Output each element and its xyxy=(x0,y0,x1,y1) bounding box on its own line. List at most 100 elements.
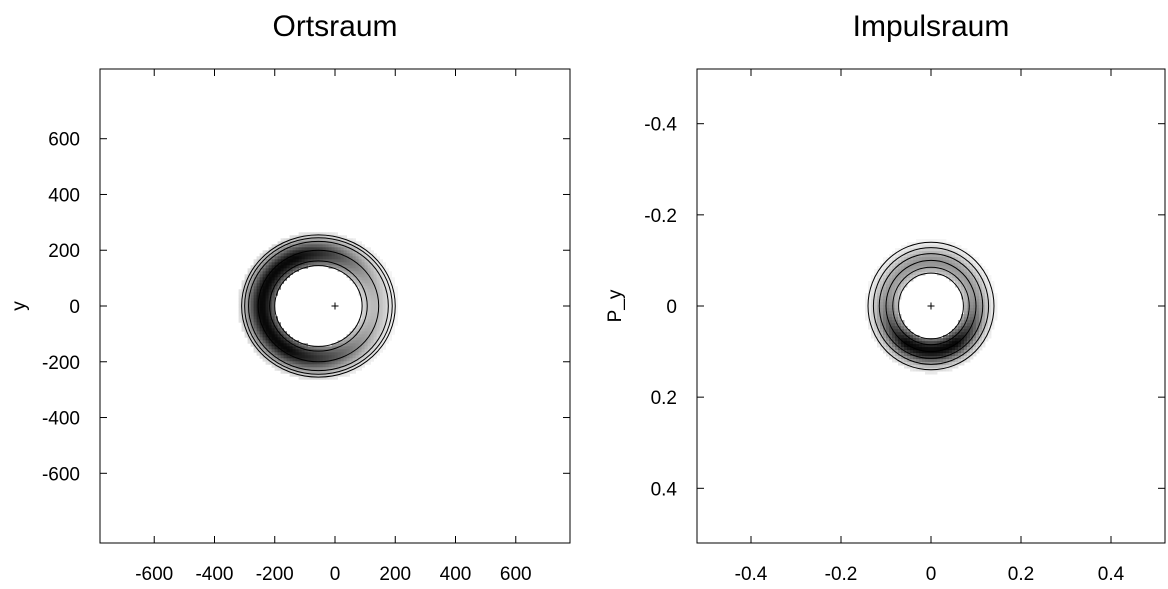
density-cell xyxy=(274,280,278,284)
density-cell xyxy=(349,340,353,344)
density-cell xyxy=(301,262,305,266)
density-cell xyxy=(934,242,938,246)
density-cell xyxy=(361,292,365,296)
density-cell xyxy=(286,259,290,263)
density-cell xyxy=(964,299,968,303)
density-cell xyxy=(901,272,905,276)
density-cell xyxy=(874,269,878,273)
density-cell xyxy=(337,349,341,353)
density-cell xyxy=(874,284,878,288)
density-cell xyxy=(280,250,284,254)
density-cell xyxy=(922,347,926,351)
density-cell xyxy=(964,332,968,336)
density-cell xyxy=(925,359,929,363)
x-tick-label: 0 xyxy=(330,564,341,585)
density-cell xyxy=(259,304,263,308)
density-cell xyxy=(343,262,347,266)
density-cell xyxy=(961,248,965,252)
density-cell xyxy=(352,247,356,251)
density-cell xyxy=(274,331,278,335)
density-cell xyxy=(334,247,338,251)
density-cell xyxy=(259,253,263,257)
density-cell xyxy=(982,305,986,309)
density-cell xyxy=(907,359,911,363)
density-cell xyxy=(889,269,893,273)
density-cell xyxy=(871,311,875,315)
density-cell xyxy=(970,344,974,348)
density-cell xyxy=(898,320,902,324)
density-cell xyxy=(961,290,965,294)
density-cell xyxy=(346,352,350,356)
density-cell xyxy=(901,284,905,288)
density-cell xyxy=(901,248,905,252)
density-cell xyxy=(946,365,950,369)
density-cell xyxy=(277,241,281,245)
density-cell xyxy=(901,359,905,363)
density-cell xyxy=(880,302,884,306)
density-cell xyxy=(277,361,281,365)
density-cell xyxy=(973,260,977,264)
density-cell xyxy=(931,260,935,264)
x-tick-label: 600 xyxy=(500,564,532,585)
density-cell xyxy=(934,371,938,375)
density-cell xyxy=(373,337,377,341)
density-cell xyxy=(889,344,893,348)
density-cell xyxy=(379,295,383,299)
density-cell xyxy=(319,235,323,239)
density-cell xyxy=(973,344,977,348)
density-cell xyxy=(940,257,944,261)
density-cell xyxy=(961,356,965,360)
density-cell xyxy=(886,281,890,285)
density-cell xyxy=(895,263,899,267)
density-cell xyxy=(907,266,911,270)
density-cell xyxy=(922,338,926,342)
density-cell xyxy=(376,322,380,326)
density-cell xyxy=(883,278,887,282)
density-cell xyxy=(904,329,908,333)
density-cell xyxy=(955,278,959,282)
density-cell xyxy=(883,284,887,288)
density-cell xyxy=(364,334,368,338)
density-cell xyxy=(265,277,269,281)
density-cell xyxy=(886,329,890,333)
density-cell xyxy=(346,373,350,377)
density-cell xyxy=(877,296,881,300)
density-cell xyxy=(283,265,287,269)
density-cell xyxy=(943,347,947,351)
density-cell xyxy=(976,305,980,309)
density-cell xyxy=(274,286,278,290)
density-cell xyxy=(892,302,896,306)
density-cell xyxy=(979,281,983,285)
density-cell xyxy=(328,253,332,257)
density-cell xyxy=(373,313,377,317)
density-cell xyxy=(976,344,980,348)
density-cell xyxy=(262,340,266,344)
density-cell xyxy=(913,350,917,354)
density-cell xyxy=(313,373,317,377)
density-cell xyxy=(361,316,365,320)
density-cell xyxy=(265,352,269,356)
density-cell xyxy=(901,356,905,360)
density-cell xyxy=(373,355,377,359)
density-cell xyxy=(868,299,872,303)
density-cell xyxy=(973,308,977,312)
density-cell xyxy=(355,361,359,365)
density-cell xyxy=(331,238,335,242)
density-cell xyxy=(865,308,869,312)
density-cell xyxy=(937,350,941,354)
density-cell xyxy=(361,289,365,293)
density-cell xyxy=(922,245,926,249)
density-cell xyxy=(322,244,326,248)
density-cell xyxy=(922,269,926,273)
density-cell xyxy=(943,362,947,366)
density-cell xyxy=(253,262,257,266)
density-cell xyxy=(355,337,359,341)
density-cell xyxy=(928,353,932,357)
density-cell xyxy=(265,337,269,341)
density-cell xyxy=(898,257,902,261)
density-cell xyxy=(271,301,275,305)
density-cell xyxy=(913,275,917,279)
density-cell xyxy=(289,358,293,362)
density-cell xyxy=(238,316,242,320)
density-cell xyxy=(904,365,908,369)
